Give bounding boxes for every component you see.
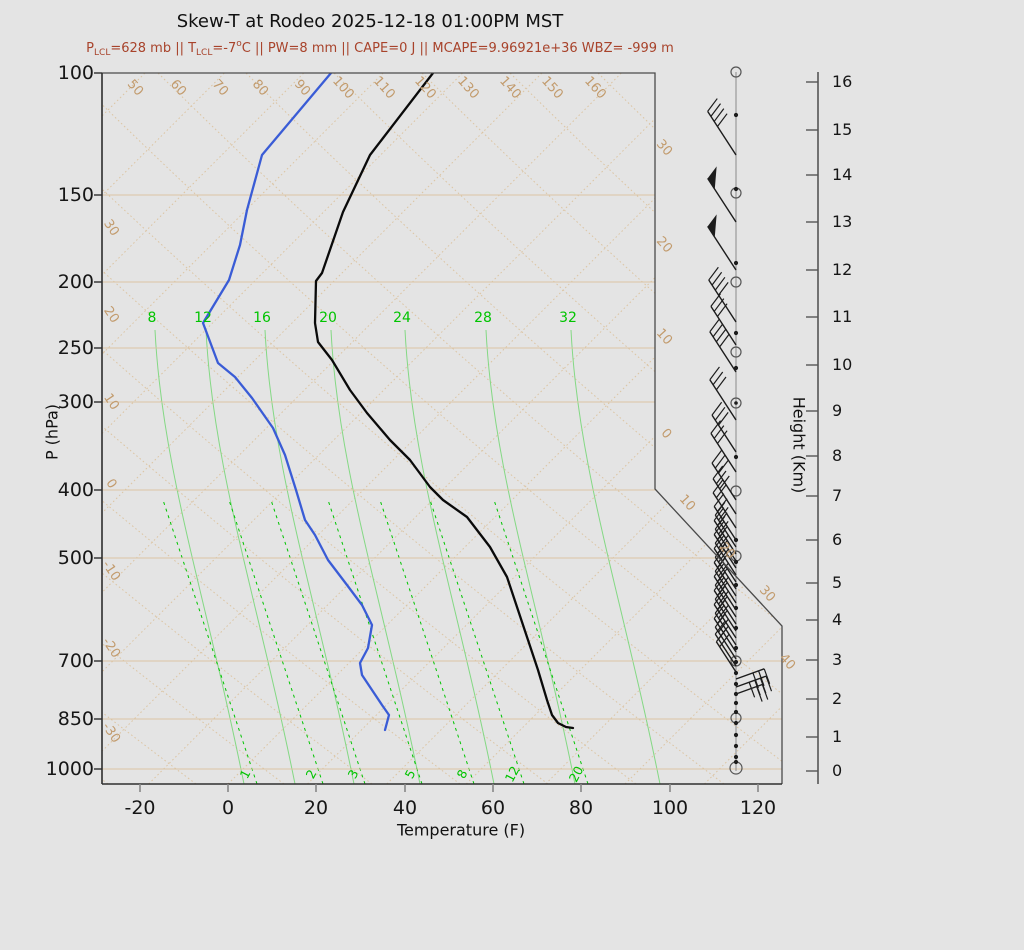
subtitle-segment: LCL: [196, 48, 213, 58]
temperature-tick-label: 60: [480, 797, 506, 819]
page-title: Skew-T at Rodeo 2025-12-18 01:00PM MST: [176, 11, 564, 32]
height-tick-label: 15: [832, 120, 853, 139]
moist-adiabat-label: 16: [253, 310, 271, 326]
height-tick-label: 7: [832, 486, 843, 505]
moist-adiabat-label: 24: [393, 310, 411, 326]
subtitle-segment: LCL: [94, 48, 111, 58]
height-tick-label: 11: [832, 307, 853, 326]
temperature-tick-label: 100: [651, 797, 689, 819]
height-tick-label: 8: [832, 446, 843, 465]
pressure-tick-label: 300: [57, 391, 94, 413]
sounding-parameters-subtitle: PLCL=628 mb || TLCL=-7oC || PW=8 mm || C…: [0, 39, 760, 58]
moist-adiabat-label: 32: [559, 310, 577, 326]
height-tick-label: 9: [832, 401, 843, 420]
temperature-tick-label: 20: [303, 797, 329, 819]
temperature-tick-label: 0: [221, 797, 235, 819]
height-axis: [806, 72, 819, 784]
subtitle-segment: =628 mb || T: [110, 41, 197, 56]
height-tick-label: 13: [832, 212, 853, 231]
height-tick-label: 2: [832, 689, 843, 708]
subtitle-segment: o: [236, 39, 242, 49]
height-tick-label: 16: [832, 72, 853, 91]
moist-adiabat-label: 20: [319, 310, 337, 326]
height-tick-label: 14: [832, 165, 853, 184]
temperature-tick-label: 80: [568, 797, 594, 819]
pressure-tick-label: 1000: [45, 758, 94, 780]
temperature-tick-label: 120: [739, 797, 777, 819]
pressure-tick-label: 400: [57, 479, 94, 501]
height-tick-label: 4: [832, 610, 843, 629]
isotherm-adiabat-lattice: [102, 73, 782, 784]
temperature-tick-label: -20: [124, 797, 156, 819]
height-tick-label: 12: [832, 260, 853, 279]
pressure-tick-label: 200: [57, 271, 94, 293]
subtitle-segment: C || PW=8 mm || CAPE=0 J || MCAPE=9.9692…: [241, 41, 674, 56]
moist-adiabat-label: 12: [194, 310, 212, 326]
pressure-tick-label: 250: [57, 337, 94, 359]
moist-adiabat-label: 28: [474, 310, 492, 326]
wind-barb-column: [707, 66, 773, 775]
pressure-tick-label: 150: [57, 184, 94, 206]
height-axis-title: Height (Km): [789, 396, 809, 494]
subtitle-segment: =-7: [212, 41, 237, 56]
moist-adiabat-label: 8: [147, 310, 157, 326]
pressure-gridlines: [102, 194, 782, 770]
pressure-tick-label: 850: [57, 708, 94, 730]
plot-frame: [94, 72, 783, 792]
sounding-curves: [201, 73, 575, 732]
height-tick-label: 1: [832, 727, 843, 746]
height-tick-label: 6: [832, 530, 843, 549]
height-tick-label: 3: [832, 650, 843, 669]
height-tick-label: 0: [832, 761, 843, 780]
height-tick-label: 5: [832, 573, 843, 592]
subtitle-segment: P: [86, 41, 95, 56]
pressure-tick-label: 700: [57, 650, 94, 672]
temperature-tick-label: 40: [392, 797, 418, 819]
pressure-axis-title: P (hPa): [42, 403, 62, 461]
height-tick-label: 10: [832, 355, 853, 374]
temperature-axis-title: Temperature (F): [396, 820, 526, 840]
moist-adiabats-and-mixing-lines: [154, 329, 661, 784]
pressure-tick-label: 100: [57, 62, 94, 84]
pressure-tick-label: 500: [57, 547, 94, 569]
